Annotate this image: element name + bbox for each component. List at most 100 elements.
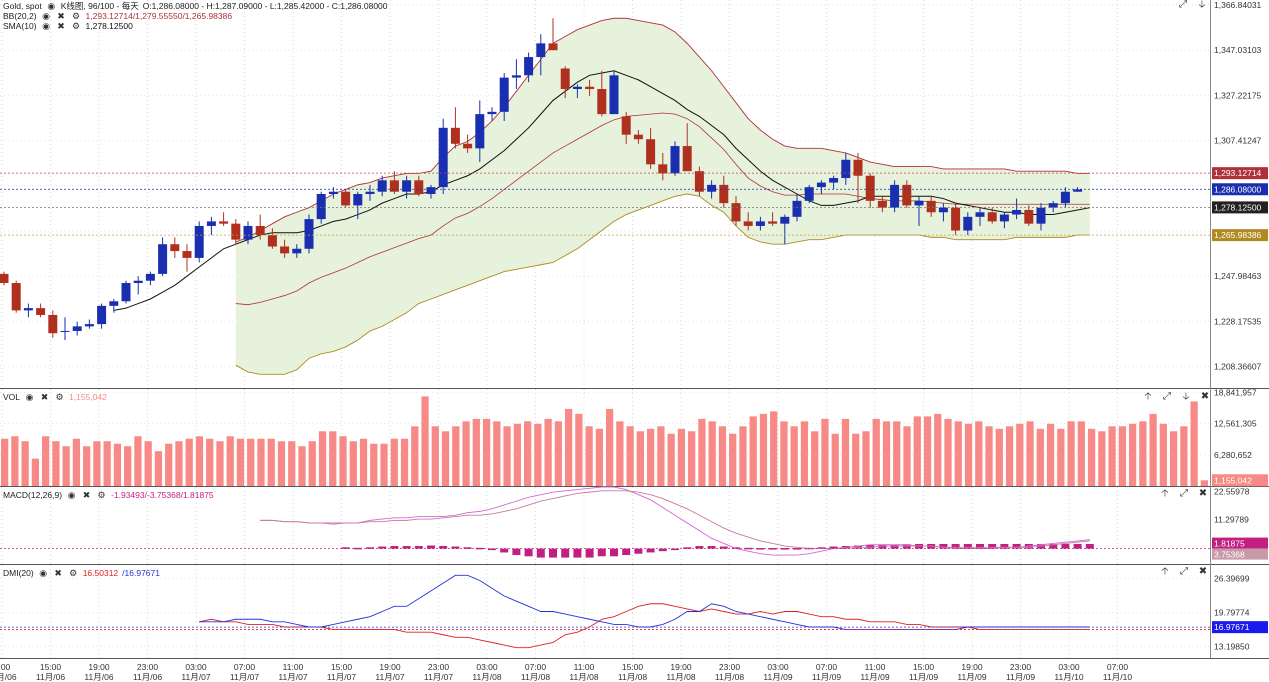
macd-histogram-bar <box>719 546 728 549</box>
eye-icon[interactable]: ◉ <box>47 0 56 11</box>
volume-bar <box>441 431 450 486</box>
candle-body <box>48 314 58 334</box>
x-tick-date: 11月/06 <box>133 672 162 682</box>
gear-icon[interactable]: ⚙ <box>72 10 81 21</box>
macd-v3: 1.81875 <box>182 489 214 500</box>
vol-panel-tools: 🡡 ⤢ 🡣 ✖ <box>1140 390 1213 403</box>
close-icon[interactable]: ✖ <box>40 391 49 402</box>
volume-bar <box>390 438 398 486</box>
candle-body <box>707 184 717 192</box>
eye-icon[interactable]: ◉ <box>42 10 50 21</box>
price-tag-box <box>1212 621 1268 634</box>
volume-bar <box>359 438 368 486</box>
candle-body <box>829 178 839 183</box>
expand-icon[interactable]: ⤢ <box>1163 391 1171 402</box>
candle-body <box>768 221 778 224</box>
close-icon[interactable]: ✖ <box>57 20 65 31</box>
candle-body <box>609 75 619 115</box>
x-tick-date: 11月/07 <box>278 672 307 682</box>
volume-bar <box>298 446 306 486</box>
candle-body <box>438 127 448 188</box>
volume-bar <box>83 446 91 486</box>
candle-body <box>548 43 558 51</box>
candle-body <box>658 164 668 174</box>
x-tick-date: 11月/09 <box>957 672 986 682</box>
close-icon[interactable]: ✖ <box>82 489 91 500</box>
move-up-icon[interactable]: 🡡 <box>1161 566 1169 577</box>
close-icon[interactable]: ✖ <box>57 10 65 21</box>
close-icon[interactable]: ✖ <box>54 567 62 578</box>
gear-icon[interactable]: ⚙ <box>72 20 81 31</box>
volume-bar <box>318 431 327 486</box>
macd-histogram-bar <box>634 548 643 554</box>
x-tick-time: 15:00 <box>331 662 353 672</box>
expand-icon[interactable]: ⤢ <box>1179 0 1187 10</box>
dmi-plus-line <box>199 603 1090 649</box>
macd-histogram-bar <box>732 547 740 549</box>
volume-bar <box>964 423 973 486</box>
gear-icon[interactable]: ⚙ <box>69 567 78 578</box>
volume-bar <box>42 436 50 486</box>
expand-icon[interactable]: ⤢ <box>1180 488 1188 499</box>
close-icon[interactable]: ✖ <box>1200 391 1210 402</box>
move-down-icon[interactable]: 🡣 <box>1182 391 1190 402</box>
close-icon[interactable]: ✖ <box>1198 488 1208 499</box>
candle-body <box>109 301 119 306</box>
candle-body <box>255 225 265 236</box>
candle-body <box>402 180 412 192</box>
volume-bar <box>790 426 798 486</box>
candle-body <box>633 134 643 140</box>
candle-body <box>328 191 338 194</box>
candle-body <box>987 212 997 222</box>
y-tick-label: 1,347.03103 <box>1214 45 1262 55</box>
volume-bar <box>247 438 255 486</box>
bb-label: BB(20,2) <box>3 10 37 21</box>
volume-bar <box>267 438 275 486</box>
x-tick-time: 19:00 <box>670 662 692 672</box>
macd-histogram-bar <box>573 548 582 558</box>
move-up-icon[interactable]: 🡡 <box>1161 488 1169 499</box>
candle-body <box>1024 209 1034 224</box>
macd-histogram-bar <box>1000 543 1009 549</box>
move-up-icon[interactable]: 🡡 <box>1144 391 1152 402</box>
bb-upper-line <box>235 17 1090 243</box>
macd-histogram-bar <box>524 548 533 557</box>
volume-bar <box>462 421 470 486</box>
eye-icon[interactable]: ◉ <box>42 20 50 31</box>
macd-histogram-bar <box>549 548 557 558</box>
volume-bar <box>1046 423 1055 486</box>
volume-bar <box>1067 421 1075 486</box>
macd-histogram-bar <box>683 547 692 549</box>
move-down-icon[interactable]: 🡣 <box>1198 0 1206 10</box>
volume-bar <box>759 413 768 486</box>
eye-icon[interactable]: ◉ <box>39 567 48 578</box>
dmi-label: DMI(20) <box>3 567 34 578</box>
eye-icon[interactable]: ◉ <box>25 391 34 402</box>
x-tick-time: 23:00 <box>137 662 159 672</box>
volume-bar <box>62 446 70 486</box>
volume-bar <box>216 441 224 486</box>
macd-histogram-bar <box>951 543 960 549</box>
eye-icon[interactable]: ◉ <box>67 489 76 500</box>
x-tick-date: 11月/09 <box>909 672 938 682</box>
volume-bar <box>380 443 388 486</box>
candle-body <box>743 221 753 226</box>
price-tag-box <box>1212 229 1268 242</box>
gear-icon[interactable]: ⚙ <box>55 391 64 402</box>
macd-histogram-bar <box>646 548 655 553</box>
macd-histogram-bar <box>610 548 618 557</box>
x-tick-time: 15:00 <box>40 662 62 672</box>
volume-bar <box>1159 423 1167 486</box>
close-icon[interactable]: ✖ <box>1198 566 1208 577</box>
candle-body <box>926 200 936 213</box>
macd-histogram-bar <box>427 545 435 549</box>
candle-body <box>597 89 607 115</box>
candle-body <box>1048 203 1058 208</box>
x-tick-time: 1:00 <box>0 662 11 672</box>
expand-icon[interactable]: ⤢ <box>1180 566 1188 577</box>
x-tick-date: 11月/10 <box>1054 672 1083 682</box>
price-tag-box <box>1212 201 1268 214</box>
candle-body <box>365 191 375 194</box>
volume-bar <box>544 418 552 486</box>
gear-icon[interactable]: ⚙ <box>97 489 106 500</box>
